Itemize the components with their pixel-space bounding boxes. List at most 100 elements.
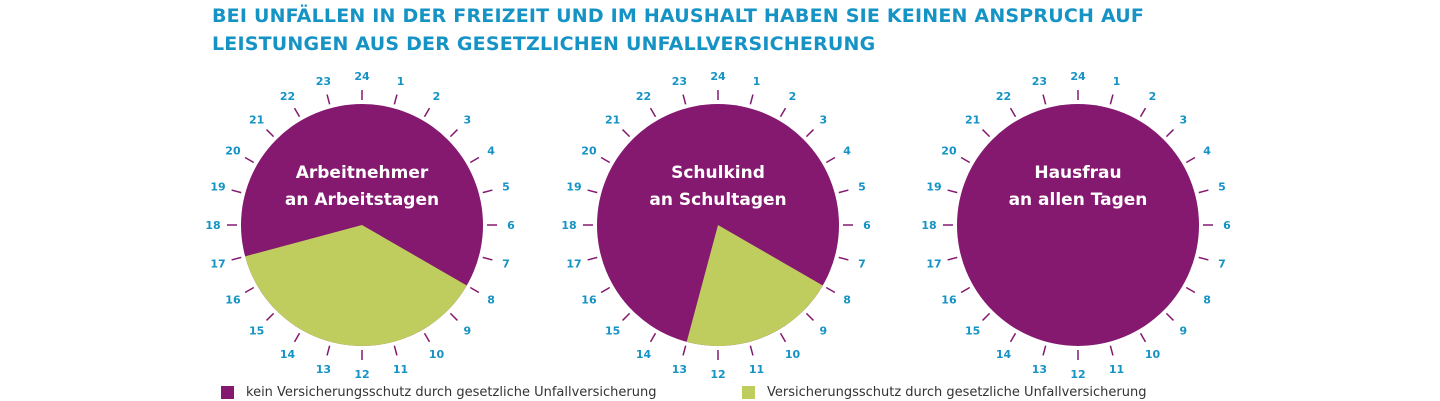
- title-line-1: BEI UNFÄLLEN IN DER FREIZEIT UND IM HAUS…: [212, 5, 1145, 27]
- hour-tick: [982, 129, 991, 138]
- hour-tick: [1198, 189, 1209, 194]
- hour-label: 6: [863, 219, 871, 232]
- hour-label: 7: [502, 258, 510, 271]
- hour-label: 16: [581, 294, 597, 307]
- hour-label: 20: [941, 145, 957, 158]
- hour-label: 13: [1032, 363, 1047, 376]
- hour-label: 16: [225, 294, 241, 307]
- clock-chart-1: 24 1234567891011121314151617181920212223A…: [205, 70, 515, 381]
- hour-tick: [423, 107, 431, 118]
- hour-label: 1: [1113, 75, 1121, 88]
- hour-tick: [231, 189, 242, 194]
- hour-tick: [1185, 286, 1196, 294]
- hour-label: 8: [1203, 294, 1211, 307]
- hour-label: 24: [710, 70, 726, 83]
- clock-sector-coverage: [686, 225, 823, 346]
- hour-label: 10: [785, 348, 801, 361]
- hour-label: 4: [843, 145, 851, 158]
- hour-label: 22: [996, 90, 1011, 103]
- hour-label: 1: [397, 75, 405, 88]
- hour-label: 17: [926, 258, 941, 271]
- hour-tick: [622, 312, 631, 321]
- hour-label: 5: [1218, 180, 1226, 193]
- hour-tick: [1109, 345, 1114, 356]
- hour-tick: [293, 107, 301, 118]
- legend-coverage: Versicherungsschutz durch gesetzliche Un…: [742, 383, 1146, 401]
- hour-tick: [423, 332, 431, 343]
- hour-label: 2: [789, 90, 797, 103]
- hour-label: 8: [843, 294, 851, 307]
- hour-label: 6: [507, 219, 515, 232]
- clock-center-label: an Arbeitstagen: [285, 190, 439, 210]
- hour-label: 3: [464, 114, 472, 127]
- hour-label: 9: [1180, 324, 1188, 337]
- hour-label: 24: [1070, 70, 1086, 83]
- hour-label: 6: [1223, 219, 1231, 232]
- hour-label: 7: [858, 258, 866, 271]
- hour-tick: [1165, 129, 1174, 138]
- hour-label: 12: [710, 368, 725, 381]
- clock-chart-2: 24 1234567891011121314151617181920212223S…: [561, 70, 871, 381]
- hour-tick: [469, 156, 480, 164]
- hour-tick: [231, 256, 242, 261]
- hour-label: 23: [1032, 75, 1047, 88]
- hour-label: 4: [487, 145, 495, 158]
- hour-label: 13: [316, 363, 331, 376]
- hour-tick: [622, 129, 631, 138]
- hour-label: 19: [566, 180, 581, 193]
- hour-label: 11: [1109, 363, 1124, 376]
- hour-label: 14: [636, 348, 652, 361]
- hour-label: 18: [561, 219, 576, 232]
- hour-tick: [1042, 345, 1047, 356]
- clock-center-label: Arbeitnehmer: [296, 163, 429, 183]
- hour-tick: [960, 156, 971, 164]
- chart-title: BEI UNFÄLLEN IN DER FREIZEIT UND IM HAUS…: [212, 2, 1412, 58]
- hour-tick: [779, 332, 787, 343]
- hour-tick: [587, 189, 598, 194]
- hour-label: 21: [965, 114, 980, 127]
- hour-tick: [1009, 332, 1017, 343]
- hour-label: 22: [280, 90, 295, 103]
- hour-label: 1: [753, 75, 761, 88]
- hour-label: 9: [820, 324, 828, 337]
- hour-label: 3: [1180, 114, 1188, 127]
- hour-label: 21: [605, 114, 620, 127]
- hour-tick: [482, 189, 493, 194]
- hour-label: 22: [636, 90, 651, 103]
- hour-tick: [482, 256, 493, 261]
- hour-tick: [266, 129, 275, 138]
- hour-label: 23: [316, 75, 331, 88]
- legend-label-no-coverage: kein Versicherungsschutz durch gesetzlic…: [246, 384, 657, 400]
- hour-tick: [1139, 332, 1147, 343]
- hour-tick: [838, 256, 849, 261]
- hour-label: 23: [672, 75, 687, 88]
- hour-label: 5: [502, 180, 510, 193]
- hour-tick: [947, 189, 958, 194]
- hour-label: 10: [1145, 348, 1161, 361]
- hour-tick: [947, 256, 958, 261]
- hour-tick: [393, 345, 398, 356]
- hour-tick: [982, 312, 991, 321]
- hour-label: 2: [433, 90, 441, 103]
- hour-tick: [682, 345, 687, 356]
- hour-tick: [805, 312, 814, 321]
- hour-tick: [1139, 107, 1147, 118]
- hour-label: 17: [566, 258, 581, 271]
- legend-swatch-coverage: [742, 385, 755, 399]
- hour-label: 20: [225, 145, 241, 158]
- clock-face-no-coverage: [957, 104, 1199, 346]
- hour-label: 2: [1149, 90, 1157, 103]
- clock-center-label: Schulkind: [671, 163, 765, 183]
- hour-label: 21: [249, 114, 264, 127]
- clock-center-label: Hausfrau: [1034, 163, 1121, 183]
- hour-tick: [449, 312, 458, 321]
- hour-tick: [326, 345, 331, 356]
- hour-tick: [469, 286, 480, 294]
- hour-label: 17: [210, 258, 225, 271]
- hour-label: 15: [249, 324, 264, 337]
- hour-label: 12: [1070, 368, 1085, 381]
- clock-chart-3: 24 1234567891011121314151617181920212223H…: [921, 70, 1231, 381]
- hour-label: 11: [393, 363, 408, 376]
- title-line-2: LEISTUNGEN AUS DER GESETZLICHEN UNFALLVE…: [212, 33, 876, 55]
